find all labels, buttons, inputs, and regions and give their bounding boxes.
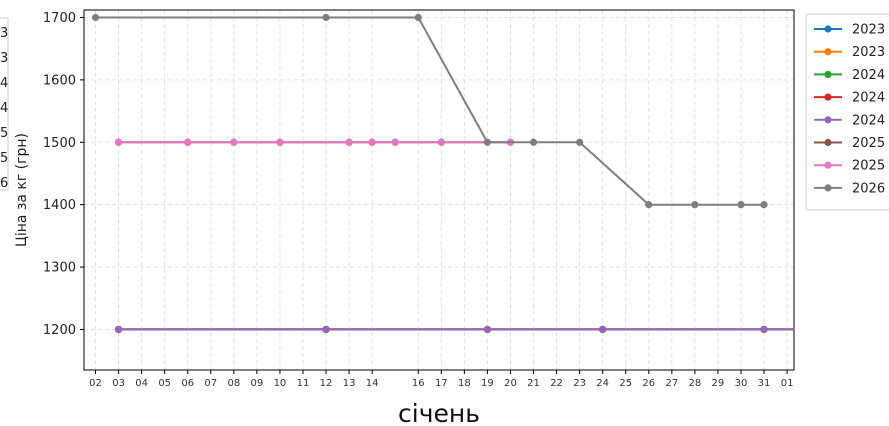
x-tick-label-20: 23 bbox=[573, 378, 586, 389]
series-4-point-1 bbox=[322, 325, 330, 334]
legend-label-4: 2024 bbox=[852, 113, 885, 128]
series-6-point-3 bbox=[276, 138, 284, 146]
legend-marker-6 bbox=[824, 161, 832, 169]
x-tick-label-13: 16 bbox=[412, 378, 425, 389]
series-4-point-3 bbox=[599, 325, 607, 334]
y-tick-label-2: 1400 bbox=[43, 198, 76, 213]
series-line-7 bbox=[95, 16, 764, 206]
legend-label-2: 2024 bbox=[852, 68, 885, 83]
series-6-point-7 bbox=[437, 138, 445, 146]
x-tick-label-11: 13 bbox=[343, 378, 356, 389]
x-tick-label-22: 25 bbox=[619, 378, 632, 389]
cut-legend-box bbox=[0, 17, 9, 191]
series-7-point-3 bbox=[483, 138, 492, 146]
x-axis-ticks: 02 03 04 05 06 07 08 09 10 11 12 13 14 16 17 18 19 20 21 22… bbox=[89, 370, 793, 389]
x-tick-label-23: 26 bbox=[642, 378, 655, 389]
legend: 2023 2023 2024 2024 2024 2025 2025 2026 bbox=[805, 13, 889, 211]
series-6-point-1 bbox=[184, 138, 192, 146]
series-7-point-4 bbox=[529, 138, 538, 146]
x-tick-label-15: 18 bbox=[458, 378, 471, 389]
x-tick-label-0: 02 bbox=[89, 378, 102, 389]
x-tick-label-24: 27 bbox=[665, 378, 678, 389]
y-tick-label-1: 1300 bbox=[43, 261, 76, 276]
cut-legend-label-3: 4 bbox=[0, 101, 8, 116]
x-tick-label-10: 12 bbox=[320, 378, 333, 389]
x-tick-label-19: 22 bbox=[550, 378, 563, 389]
series-7-point-5 bbox=[576, 138, 584, 146]
series-7-point-9 bbox=[760, 201, 768, 209]
legend-label-1: 2023 bbox=[852, 45, 885, 60]
y-axis-label: Ціна за кг (грн) bbox=[14, 133, 30, 247]
legend-marker-2 bbox=[824, 70, 832, 78]
legend-label-0: 2023 bbox=[852, 23, 885, 38]
cut-legend-label-2: 4 bbox=[0, 76, 8, 91]
x-tick-label-21: 24 bbox=[596, 378, 609, 389]
series-6-point-0 bbox=[114, 138, 123, 146]
series-6-point-2 bbox=[230, 138, 238, 146]
legend-marker-0 bbox=[824, 25, 832, 33]
series-7-point-0 bbox=[91, 13, 100, 22]
x-tick-label-5: 07 bbox=[204, 378, 217, 389]
legend-label-5: 2025 bbox=[852, 136, 885, 151]
legend-marker-1 bbox=[824, 48, 832, 56]
series-4-point-0 bbox=[114, 325, 123, 334]
legend-label-3: 2024 bbox=[852, 91, 885, 106]
legend-label-6: 2025 bbox=[852, 159, 885, 174]
series-6-point-4 bbox=[345, 138, 353, 146]
y-tick-label-4: 1600 bbox=[43, 73, 76, 88]
cut-legend-label-0: 3 bbox=[0, 26, 8, 41]
x-tick-label-25: 28 bbox=[689, 378, 702, 389]
series-4-point-4 bbox=[760, 325, 768, 334]
x-tick-label-1: 03 bbox=[112, 378, 125, 389]
y-axis-ticks: 1200 1300 1400 1500 1600 1700 bbox=[43, 11, 84, 338]
legend-marker-7 bbox=[824, 184, 832, 192]
x-tick-label-12: 14 bbox=[366, 378, 379, 389]
x-tick-label-2: 04 bbox=[135, 378, 148, 389]
legend-marker-5 bbox=[824, 138, 832, 147]
cut-legend-label-1: 3 bbox=[0, 51, 8, 66]
x-tick-label-7: 09 bbox=[251, 378, 264, 389]
x-tick-label-8: 10 bbox=[274, 378, 287, 389]
x-tick-label-3: 05 bbox=[158, 378, 171, 389]
x-tick-label-6: 08 bbox=[227, 378, 240, 389]
series-7-point-1 bbox=[322, 13, 330, 22]
x-tick-label-29: 01 bbox=[781, 378, 794, 389]
series-7-point-7 bbox=[691, 201, 699, 209]
series-4-point-2 bbox=[483, 325, 492, 334]
series-7-point-6 bbox=[645, 201, 653, 209]
y-tick-label-0: 1200 bbox=[43, 323, 76, 338]
x-tick-label-4: 06 bbox=[181, 378, 194, 389]
cut-legend-label-4: 5 bbox=[0, 126, 8, 141]
x-tick-label-28: 31 bbox=[758, 378, 771, 389]
x-tick-label-14: 17 bbox=[435, 378, 448, 389]
x-axis-label: січень bbox=[398, 399, 480, 426]
x-tick-label-9: 11 bbox=[297, 378, 310, 389]
legend-label-7: 2026 bbox=[852, 181, 885, 196]
series-lines bbox=[91, 13, 794, 334]
series-7-point-8 bbox=[737, 201, 745, 209]
x-tick-label-27: 30 bbox=[735, 378, 748, 389]
series-7-point-2 bbox=[414, 13, 422, 22]
y-tick-label-3: 1500 bbox=[43, 136, 76, 151]
plot-area bbox=[83, 9, 795, 371]
x-tick-label-18: 21 bbox=[527, 378, 540, 389]
series-6-point-6 bbox=[391, 138, 399, 146]
y-tick-label-5: 1700 bbox=[43, 11, 76, 26]
legend-marker-3 bbox=[824, 93, 832, 101]
legend-marker-4 bbox=[824, 116, 832, 124]
cut-legend-label-5: 5 bbox=[0, 151, 8, 166]
cut-off-legend-fragment: 3 3 4 4 5 5 6 bbox=[0, 17, 9, 191]
grid-lines bbox=[84, 10, 794, 370]
x-tick-label-16: 19 bbox=[481, 378, 494, 389]
cut-legend-label-6: 6 bbox=[0, 176, 8, 191]
x-tick-label-26: 29 bbox=[712, 378, 725, 389]
legend-box bbox=[805, 13, 889, 211]
x-tick-label-17: 20 bbox=[504, 378, 517, 389]
series-6-point-5 bbox=[368, 138, 376, 146]
